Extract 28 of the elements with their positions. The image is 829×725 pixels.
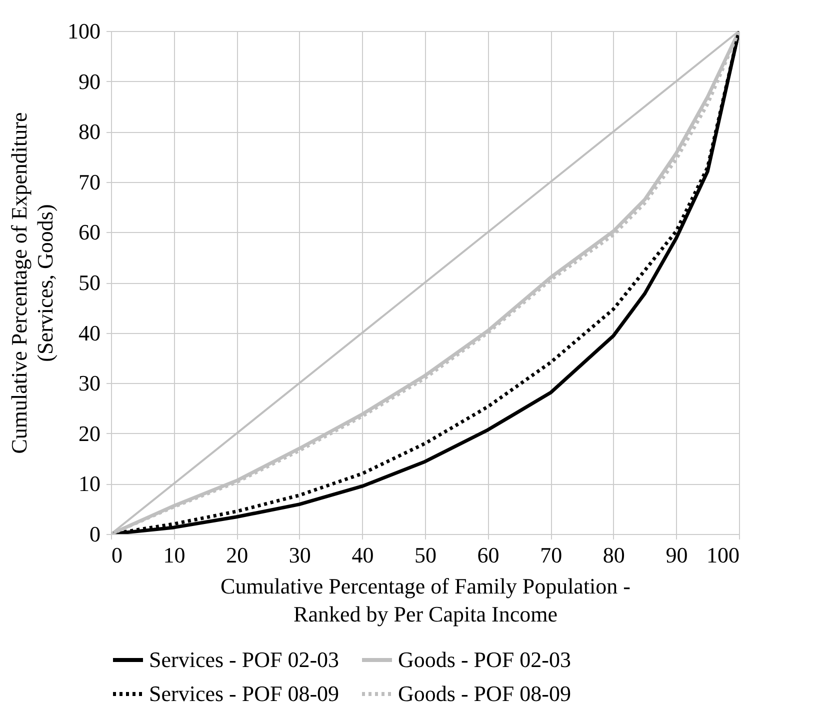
y-tick-label: 20 (78, 420, 100, 446)
y-tick-label: 60 (78, 220, 100, 245)
x-tick-label: 30 (288, 542, 311, 568)
y-tick-label: 30 (78, 370, 100, 396)
y-tick-label: 100 (68, 18, 100, 44)
x-tick-label: 90 (666, 542, 688, 568)
y-tick-label: 10 (78, 471, 100, 496)
x-tick-label: 20 (226, 542, 248, 568)
legend-label: Goods - POF 02-03 (398, 647, 571, 672)
y-tick-label: 50 (78, 270, 100, 295)
x-tick-label: 100 (706, 542, 740, 568)
x-axis-title: Cumulative Percentage of Family Population - Ranked by Per Capita Income (220, 574, 630, 626)
legend-label: Services - POF 02-03 (149, 647, 340, 672)
legend-label: Services - POF 08-09 (149, 681, 340, 706)
x-tick-label: 80 (602, 542, 625, 568)
x-tick-label: 70 (540, 542, 562, 568)
x-tick-label: 0 (112, 542, 122, 568)
legend-label: Goods - POF 08-09 (398, 681, 571, 706)
y-tick-label: 80 (78, 119, 100, 144)
x-tick-label: 60 (477, 542, 500, 568)
y-axis-title: Cumulative Percentage of Expenditure (Services, Goods) (6, 112, 58, 454)
y-tick-label: 0 (90, 522, 100, 546)
x-tick-label: 10 (163, 542, 186, 568)
x-tick-label: 50 (414, 542, 436, 568)
y-tick-label: 40 (78, 320, 100, 346)
x-tick-label: 40 (352, 542, 374, 568)
y-tick-label: 90 (78, 68, 100, 94)
y-tick-label: 70 (78, 169, 100, 194)
